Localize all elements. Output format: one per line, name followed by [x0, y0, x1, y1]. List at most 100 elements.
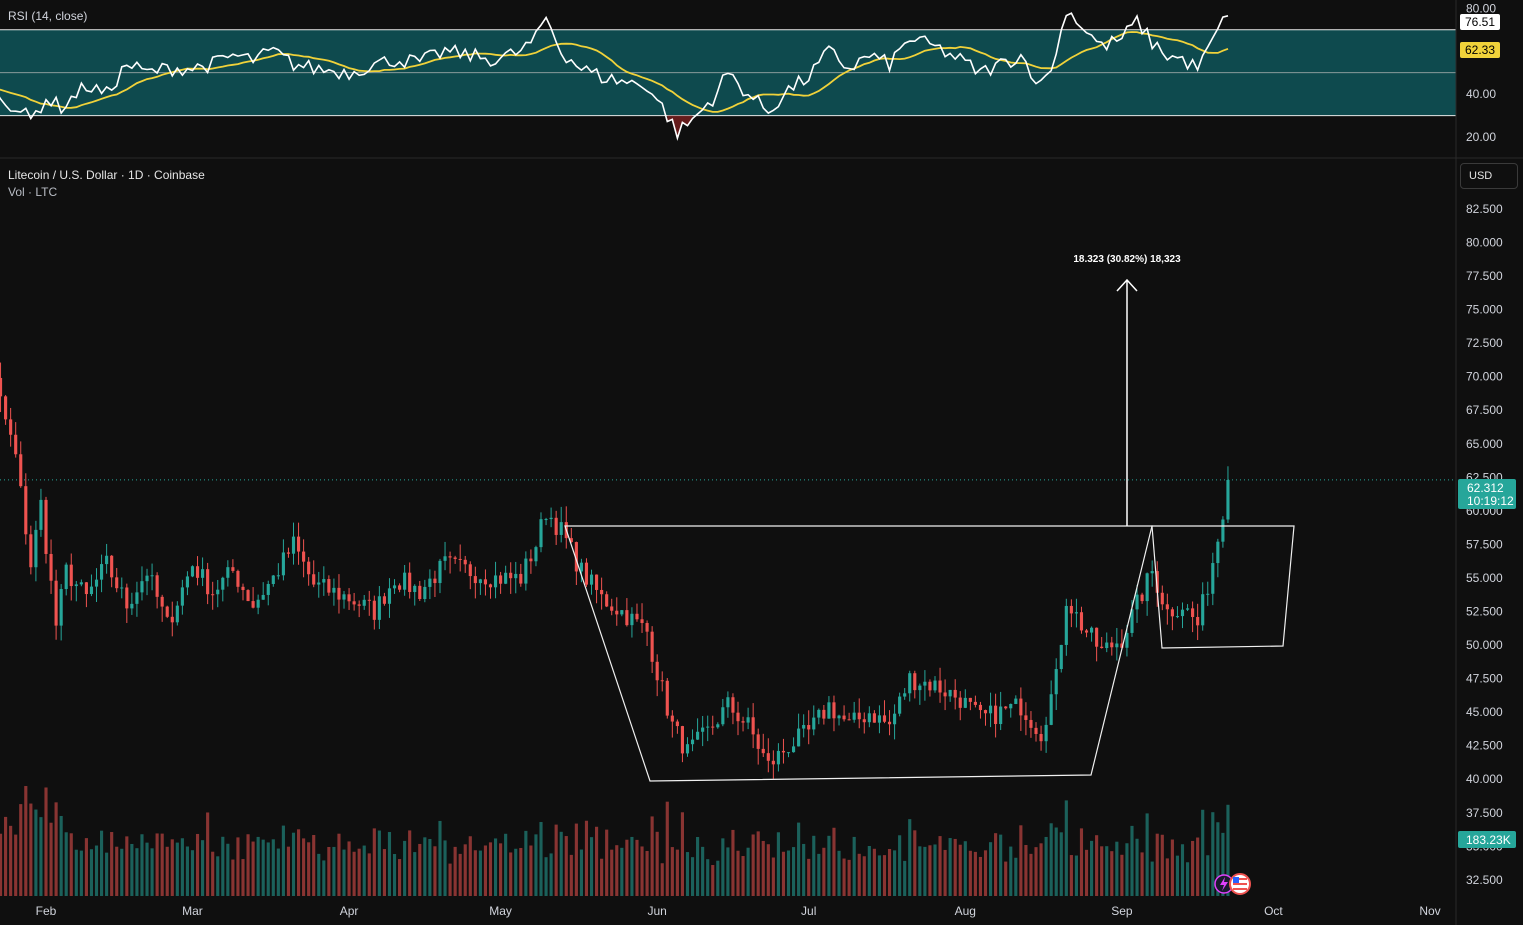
candle-body	[463, 559, 467, 565]
candle-body	[751, 717, 755, 735]
volume-bar	[367, 853, 371, 896]
volume-bar	[1059, 832, 1063, 896]
volume-bar	[1180, 844, 1185, 896]
volume-bar	[291, 832, 296, 896]
candle-body	[675, 721, 679, 727]
volume-bar	[195, 833, 200, 896]
volume-bar	[665, 801, 669, 896]
volume-bar	[1150, 861, 1154, 896]
volume-bar	[317, 853, 321, 896]
volume-bar	[615, 845, 619, 896]
candle-body	[605, 594, 609, 607]
volume-bar	[877, 855, 881, 896]
volume-bar	[105, 852, 109, 896]
candle-body	[1095, 627, 1099, 647]
candle-body	[802, 725, 806, 729]
candle-body	[701, 727, 705, 732]
candle-body	[1135, 594, 1139, 610]
event-icons[interactable]	[1214, 873, 1251, 895]
volume-bar	[807, 858, 811, 896]
handle-flag-drawing[interactable]	[1151, 525, 1295, 649]
volume-bar	[529, 845, 533, 896]
candle-body	[89, 586, 94, 595]
volume-bar	[610, 849, 614, 896]
candle-body	[1165, 604, 1169, 610]
candle-body	[837, 715, 841, 719]
candle-body	[291, 536, 296, 554]
candle-body	[352, 601, 356, 605]
candle-body	[483, 579, 488, 585]
volume-legend[interactable]: Vol · LTC	[8, 185, 58, 199]
time-tick-label: Sep	[1111, 904, 1133, 918]
candle-body	[645, 623, 649, 632]
volume-bar	[1175, 855, 1180, 896]
candle-body	[231, 567, 235, 571]
time-tick-label: Mar	[182, 904, 203, 918]
rsi-oversold-area	[667, 115, 693, 139]
volume-bar	[1024, 845, 1028, 896]
volume-bar	[165, 846, 169, 896]
cup-drawing[interactable]	[564, 525, 1153, 782]
volume-bar	[680, 812, 685, 896]
volume-bar	[857, 853, 861, 896]
candle-body	[968, 697, 972, 702]
symbol-title[interactable]: Litecoin / U.S. Dollar · 1D · Coinbase	[8, 168, 205, 182]
volume-bar	[256, 836, 260, 896]
volume-bar	[150, 848, 154, 896]
volume-bar	[1074, 855, 1078, 896]
candle-body	[978, 704, 983, 711]
candle-body	[1090, 627, 1094, 633]
price-tick-label: 42.500	[1466, 739, 1503, 753]
candle-body	[423, 586, 427, 600]
candle-body	[509, 572, 513, 579]
candle-body	[630, 613, 634, 626]
candle-body	[403, 572, 407, 590]
currency-button[interactable]: USD	[1460, 163, 1518, 189]
candle-body	[29, 534, 33, 568]
candle-body	[1044, 724, 1048, 742]
candle-body	[201, 569, 205, 578]
volume-bar	[579, 849, 583, 896]
rsi-legend[interactable]: RSI (14, close)	[8, 9, 88, 23]
volume-bar	[999, 834, 1003, 896]
candle-body	[872, 713, 876, 723]
volume-bar	[160, 833, 164, 896]
volume-bar	[392, 854, 397, 896]
time-axis-ticks: Feb Mar Apr May Jun Jul Aug Sep Oct Nov	[36, 904, 1441, 918]
candle-body	[180, 587, 184, 606]
volume-bar	[201, 840, 205, 896]
volume-bar	[660, 863, 664, 896]
volume-bar	[574, 823, 578, 896]
candle-body	[999, 706, 1003, 725]
candle-body	[650, 631, 654, 662]
volume-bar	[832, 827, 836, 896]
candle-body	[1130, 609, 1134, 633]
drawings[interactable]: 18.323 (30.82%) 18,323	[564, 254, 1295, 782]
volume-bar	[433, 846, 437, 896]
volume-bar	[983, 850, 988, 896]
volume-bar	[595, 826, 599, 896]
volume-bar	[59, 815, 63, 896]
price-tick-label: 80.000	[1466, 235, 1503, 249]
volume-bar	[1044, 836, 1048, 896]
candle-body	[731, 697, 735, 713]
candle-body	[983, 710, 988, 714]
candle-body	[1039, 733, 1043, 742]
candle-body	[776, 750, 780, 765]
price-tick-label: 45.000	[1466, 705, 1503, 719]
volume-bar	[675, 849, 679, 896]
candle-body	[195, 566, 200, 578]
candle-body	[882, 715, 887, 722]
candle-body	[539, 519, 543, 548]
volume-bar	[1201, 809, 1205, 896]
candle-body	[54, 580, 58, 626]
candle-body	[1004, 706, 1008, 709]
volume-bar	[918, 846, 922, 896]
volume-bar	[438, 820, 442, 896]
volume-bar	[1165, 858, 1169, 896]
volume-bar	[145, 842, 149, 896]
candle-body	[64, 564, 68, 590]
price-tick-label: 47.500	[1466, 672, 1503, 686]
candle-body	[39, 499, 43, 530]
